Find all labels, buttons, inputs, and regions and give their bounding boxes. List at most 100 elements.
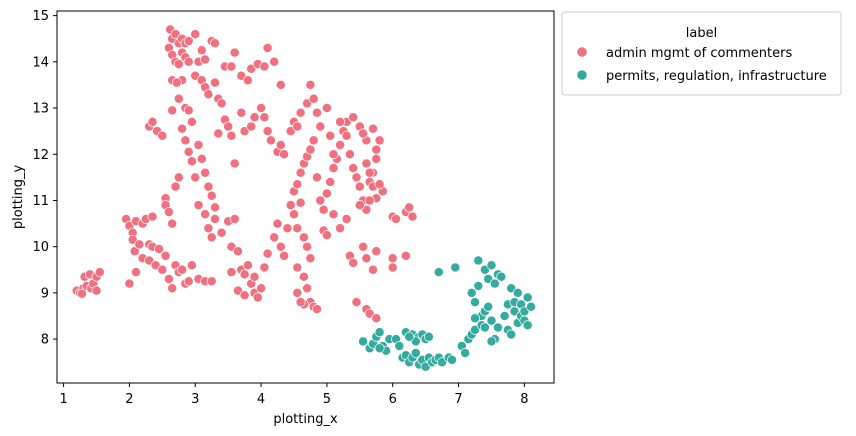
data-point-0-106: [200, 167, 211, 178]
data-point-0-186: [335, 140, 346, 150]
y-axis-label: plotting_y: [11, 165, 26, 230]
data-point-1-73: [526, 301, 536, 312]
data-point-0-108: [206, 190, 217, 201]
data-point-0-118: [249, 112, 260, 123]
y-tick-label-6: 14: [32, 55, 49, 70]
data-point-0-153: [275, 241, 286, 252]
data-point-0-32: [163, 274, 174, 284]
data-point-0-181: [318, 204, 329, 215]
data-point-0-148: [256, 283, 267, 294]
data-point-0-20: [134, 239, 145, 250]
data-point-1-31: [423, 331, 434, 342]
data-point-1-71: [522, 320, 533, 331]
data-point-0-113: [226, 130, 237, 141]
data-point-0-78: [210, 38, 220, 49]
data-point-0-44: [147, 116, 158, 127]
data-point-1-57: [496, 271, 507, 282]
data-point-0-229: [348, 257, 359, 268]
data-point-0-180: [315, 195, 326, 206]
data-point-0-152: [272, 218, 283, 229]
data-point-1-42: [470, 297, 480, 308]
data-point-0-243: [400, 250, 411, 261]
data-point-0-146: [239, 290, 250, 301]
y-axis-ticks: 8 9 10 11 12 13 14 15: [32, 9, 57, 348]
data-point-0-200: [292, 121, 303, 132]
data-point-0-107: [203, 181, 214, 192]
data-point-0-133: [216, 227, 227, 238]
data-point-0-245: [404, 202, 415, 213]
data-point-0-197: [371, 153, 382, 164]
data-point-0-76: [200, 54, 211, 65]
data-point-1-34: [433, 267, 444, 278]
data-point-0-147: [249, 271, 260, 282]
data-point-0-216: [371, 144, 382, 155]
y-tick-label-0: 8: [41, 333, 49, 348]
legend-frame: [561, 11, 842, 96]
data-point-0-122: [265, 135, 276, 146]
data-point-0-212: [348, 112, 359, 123]
data-point-0-241: [387, 253, 398, 264]
data-point-0-102: [186, 156, 197, 167]
data-point-0-242: [387, 262, 398, 273]
data-point-0-157: [289, 209, 299, 220]
data-point-0-114: [229, 158, 240, 169]
data-point-0-85: [216, 98, 227, 109]
data-point-0-57: [183, 105, 194, 116]
data-point-1-8: [374, 343, 385, 354]
data-point-0-231: [361, 253, 372, 264]
data-point-0-178: [308, 135, 319, 146]
data-point-0-17: [131, 267, 141, 278]
data-point-0-155: [282, 223, 293, 234]
x-tick-label-4: 5: [323, 392, 331, 407]
data-point-0-75: [196, 45, 207, 56]
y-tick-label-2: 10: [32, 240, 49, 255]
data-point-1-53: [489, 278, 500, 289]
data-point-0-239: [371, 313, 382, 324]
data-point-0-46: [157, 130, 168, 141]
data-point-1-43: [473, 281, 484, 291]
data-point-0-105: [196, 153, 207, 164]
y-tick-label-5: 13: [32, 102, 49, 117]
data-point-0-236: [351, 297, 362, 308]
data-point-0-96: [275, 79, 286, 90]
data-point-1-4: [374, 327, 385, 338]
data-point-0-82: [203, 89, 214, 100]
data-point-0-100: [180, 135, 191, 146]
data-point-0-33: [167, 283, 178, 294]
data-point-0-171: [295, 297, 306, 308]
data-point-0-215: [368, 123, 378, 134]
data-point-0-235: [354, 200, 365, 211]
data-point-0-88: [229, 47, 240, 58]
x-tick-label-7: 8: [520, 392, 528, 407]
data-point-1-0: [358, 336, 369, 347]
data-point-1-35: [450, 262, 461, 273]
data-point-0-128: [193, 200, 204, 211]
data-point-0-69: [173, 59, 184, 70]
data-point-0-192: [354, 181, 365, 192]
x-tick-label-5: 6: [389, 392, 397, 407]
data-point-0-162: [305, 253, 316, 264]
data-point-0-95: [269, 56, 280, 67]
data-point-0-31: [160, 250, 171, 261]
y-tick-label-4: 12: [32, 148, 49, 163]
data-point-0-156: [285, 200, 296, 211]
data-point-0-204: [308, 93, 319, 104]
data-point-0-234: [364, 195, 375, 206]
data-point-0-124: [275, 140, 286, 150]
data-point-0-94: [262, 43, 273, 53]
data-point-1-66: [512, 287, 523, 298]
data-point-1-41: [466, 287, 477, 298]
data-point-0-177: [305, 144, 316, 155]
data-point-0-58: [186, 116, 197, 127]
data-point-1-76: [470, 313, 480, 324]
data-point-0-87: [226, 61, 237, 72]
y-tick-label-7: 15: [32, 9, 49, 24]
legend-marker-permits: [576, 69, 588, 81]
data-point-0-150: [262, 248, 273, 259]
data-point-0-129: [200, 209, 211, 220]
data-point-0-39: [186, 260, 197, 271]
data-point-0-149: [259, 262, 270, 273]
data-point-0-136: [229, 214, 240, 224]
data-point-1-58: [499, 311, 510, 321]
